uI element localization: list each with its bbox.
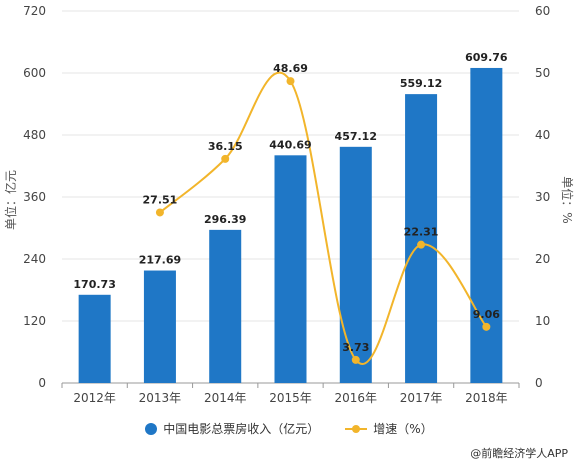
x-tick-label: 2016年 — [335, 391, 378, 405]
x-tick-label: 2014年 — [204, 391, 247, 405]
bar — [143, 270, 176, 383]
y-tick-label-left: 0 — [38, 376, 46, 390]
bar — [78, 294, 111, 383]
bar-value-label: 457.12 — [335, 130, 377, 143]
bar-value-label: 559.12 — [400, 77, 442, 90]
bar — [470, 67, 503, 383]
growth-value-label: 22.31 — [404, 226, 439, 239]
y-tick-label-left: 480 — [23, 128, 46, 142]
x-tick-label: 2013年 — [139, 391, 182, 405]
y-tick-label-left: 360 — [23, 190, 46, 204]
growth-value-label: 36.15 — [208, 140, 243, 153]
legend-item-revenue: 中国电影总票房收入（亿元） — [145, 420, 319, 437]
bar — [405, 94, 438, 383]
y-tick-label-right: 10 — [535, 314, 550, 328]
x-tick-label: 2017年 — [400, 391, 443, 405]
y-axis-title-right: 单位：% — [560, 176, 575, 223]
data-labels: 170.73 217.69 296.39 440.69 457.12 559.12 609.… — [73, 51, 508, 354]
growth-line — [155, 71, 491, 365]
y-tick-label-right: 50 — [535, 66, 550, 80]
legend-item-growth: 增速（%） — [345, 420, 433, 437]
growth-value-label: 3.73 — [342, 341, 369, 354]
y-tick-label-right: 40 — [535, 128, 550, 142]
bar — [274, 155, 307, 383]
legend-bar-swatch — [145, 422, 158, 435]
y-tick-label-right: 20 — [535, 252, 550, 266]
growth-value-label: 48.69 — [273, 62, 308, 75]
y-tick-label-left: 120 — [23, 314, 46, 328]
source-credit: @前瞻经济学人APP — [470, 447, 568, 460]
bar-value-label: 217.69 — [139, 254, 181, 267]
growth-point — [221, 154, 230, 163]
growth-point — [351, 355, 360, 364]
growth-point — [155, 208, 164, 217]
y-tick-label-left: 600 — [23, 66, 46, 80]
growth-point — [417, 240, 426, 249]
bar — [339, 146, 372, 383]
y-tick-label-right: 0 — [535, 376, 543, 390]
growth-value-label: 9.06 — [473, 308, 500, 321]
x-tick-label: 2018年 — [465, 391, 508, 405]
grid — [61, 10, 520, 388]
growth-point — [286, 77, 295, 86]
bar — [209, 229, 242, 383]
bar-value-label: 170.73 — [73, 278, 115, 291]
y-axis-title-left: 单位：亿元 — [3, 170, 18, 230]
x-tick-label: 2012年 — [73, 391, 116, 405]
axis-ticks: 0 0 120 10 240 20 360 30 480 40 600 50 720 60 2012年 201… — [23, 4, 550, 405]
y-tick-label-right: 60 — [535, 4, 550, 18]
legend: 中国电影总票房收入（亿元） 增速（%） — [0, 420, 578, 437]
legend-label-revenue: 中国电影总票房收入（亿元） — [163, 422, 320, 436]
y-tick-label-left: 240 — [23, 252, 46, 266]
growth-value-label: 27.51 — [143, 193, 178, 206]
bar-value-label: 440.69 — [269, 138, 311, 151]
y-tick-label-right: 30 — [535, 190, 550, 204]
bar-value-label: 296.39 — [204, 213, 246, 226]
bars — [78, 67, 503, 383]
growth-point — [482, 322, 491, 331]
legend-line-swatch — [345, 423, 368, 435]
bar-value-label: 609.76 — [465, 51, 508, 64]
legend-label-growth: 增速（%） — [373, 422, 433, 436]
x-tick-label: 2015年 — [269, 391, 312, 405]
y-tick-label-left: 720 — [23, 4, 46, 18]
